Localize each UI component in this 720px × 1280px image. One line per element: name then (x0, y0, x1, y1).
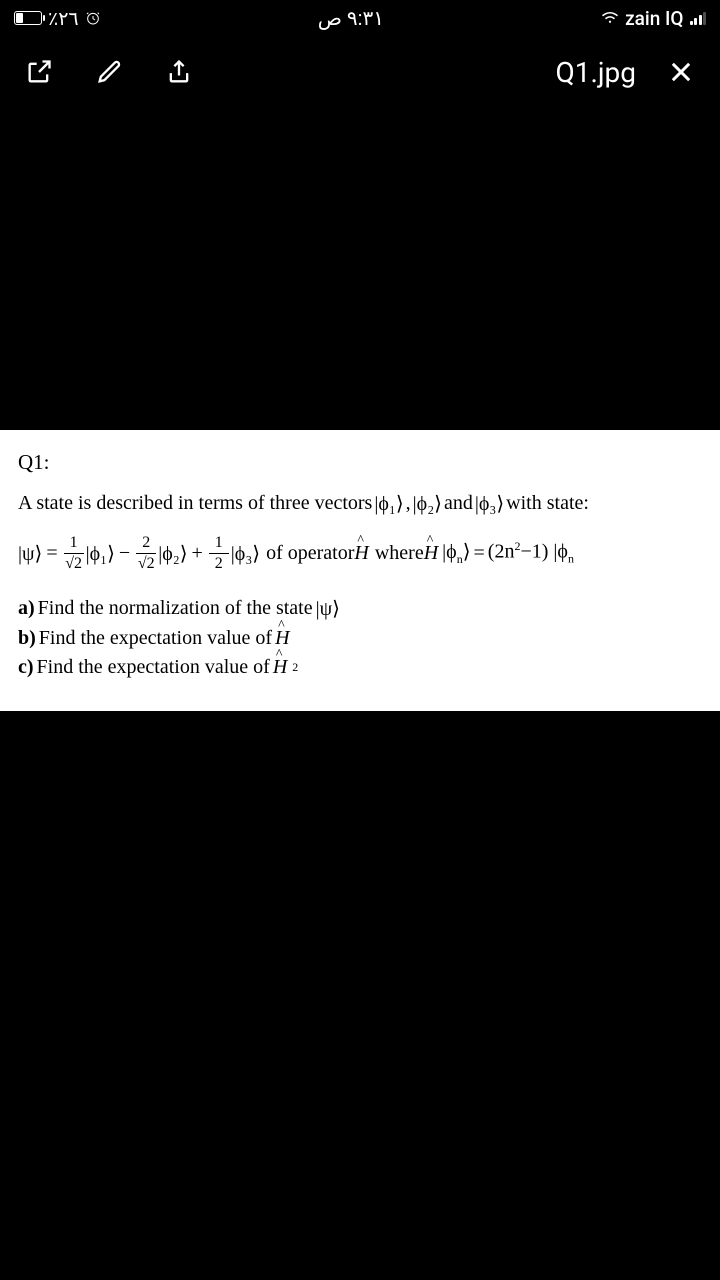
phi1-ket: |ϕ₁⟩ (374, 491, 403, 516)
comma: , (406, 492, 411, 515)
part-c-text: Find the expectation value of (37, 656, 270, 679)
fraction-3: 12 (209, 534, 229, 572)
part-a-label: a) (18, 597, 35, 620)
where-text: where (375, 542, 424, 565)
term1-ket: |ϕ₁⟩ (86, 541, 115, 566)
fraction-2: 2√2 (136, 534, 156, 572)
h-hat-c: H (273, 656, 287, 679)
intro-suffix: with state: (506, 492, 589, 515)
signal-bars-icon (690, 11, 707, 25)
status-time: ٩:٣١ ص (101, 6, 601, 30)
part-a-text: Find the normalization of the state (38, 597, 313, 620)
part-c: c) Find the expectation value of H2 (18, 656, 702, 679)
close-button[interactable] (666, 57, 696, 87)
equals: = (46, 542, 57, 565)
psi-ket: |ψ⟩ (18, 541, 42, 566)
question-intro: A state is described in terms of three v… (18, 491, 702, 516)
eigen-rhs: (2n2−1) |ϕn (488, 539, 574, 567)
question-label: Q1: (18, 450, 702, 475)
toolbar: Q1.jpg (0, 36, 720, 108)
image-viewer[interactable]: Q1: A state is described in terms of thr… (0, 108, 720, 1280)
share-button[interactable] (164, 57, 194, 87)
intro-text: A state is described in terms of three v… (18, 492, 372, 515)
phi2-ket: |ϕ₂⟩ (413, 491, 442, 516)
part-a: a) Find the normalization of the state |… (18, 596, 702, 621)
eigen-equals: = (474, 542, 485, 565)
carrier-label: zain IQ (625, 7, 683, 30)
alarm-icon (85, 10, 101, 26)
edit-button[interactable] (94, 57, 124, 87)
part-a-psi: |ψ⟩ (316, 596, 340, 621)
status-right: zain IQ (601, 7, 706, 30)
fraction-1: 1√2 (64, 534, 84, 572)
status-left: ٪٢٦ (14, 7, 101, 30)
battery-icon (14, 11, 42, 25)
minus: − (119, 542, 130, 565)
part-b-label: b) (18, 627, 36, 650)
phi3-ket: |ϕ₃⟩ (475, 491, 504, 516)
of-operator-text: of operator (266, 542, 354, 565)
status-bar: ٪٢٦ ٩:٣١ ص zain IQ (0, 0, 720, 36)
h-squared-sup: 2 (292, 660, 298, 675)
filename-label: Q1.jpg (555, 56, 636, 89)
document-content: Q1: A state is described in terms of thr… (0, 430, 720, 711)
and-text: and (444, 492, 473, 515)
equation-line: |ψ⟩ = 1√2 |ϕ₁⟩ − 2√2 |ϕ₂⟩ + 12 |ϕ₃⟩ of o… (18, 534, 702, 572)
part-b: b) Find the expectation value of H (18, 627, 702, 650)
term2-ket: |ϕ₂⟩ (158, 541, 187, 566)
h-hat-2: H (424, 542, 438, 565)
plus: + (192, 542, 203, 565)
part-c-label: c) (18, 656, 34, 679)
battery-percent: ٪٢٦ (48, 7, 79, 30)
term3-ket: |ϕ₃⟩ (231, 541, 260, 566)
wifi-icon (601, 11, 619, 25)
part-b-text: Find the expectation value of (39, 627, 272, 650)
eigen-lhs: |ϕn⟩ (442, 539, 470, 567)
open-external-button[interactable] (24, 57, 54, 87)
h-hat-1: H (354, 542, 368, 565)
